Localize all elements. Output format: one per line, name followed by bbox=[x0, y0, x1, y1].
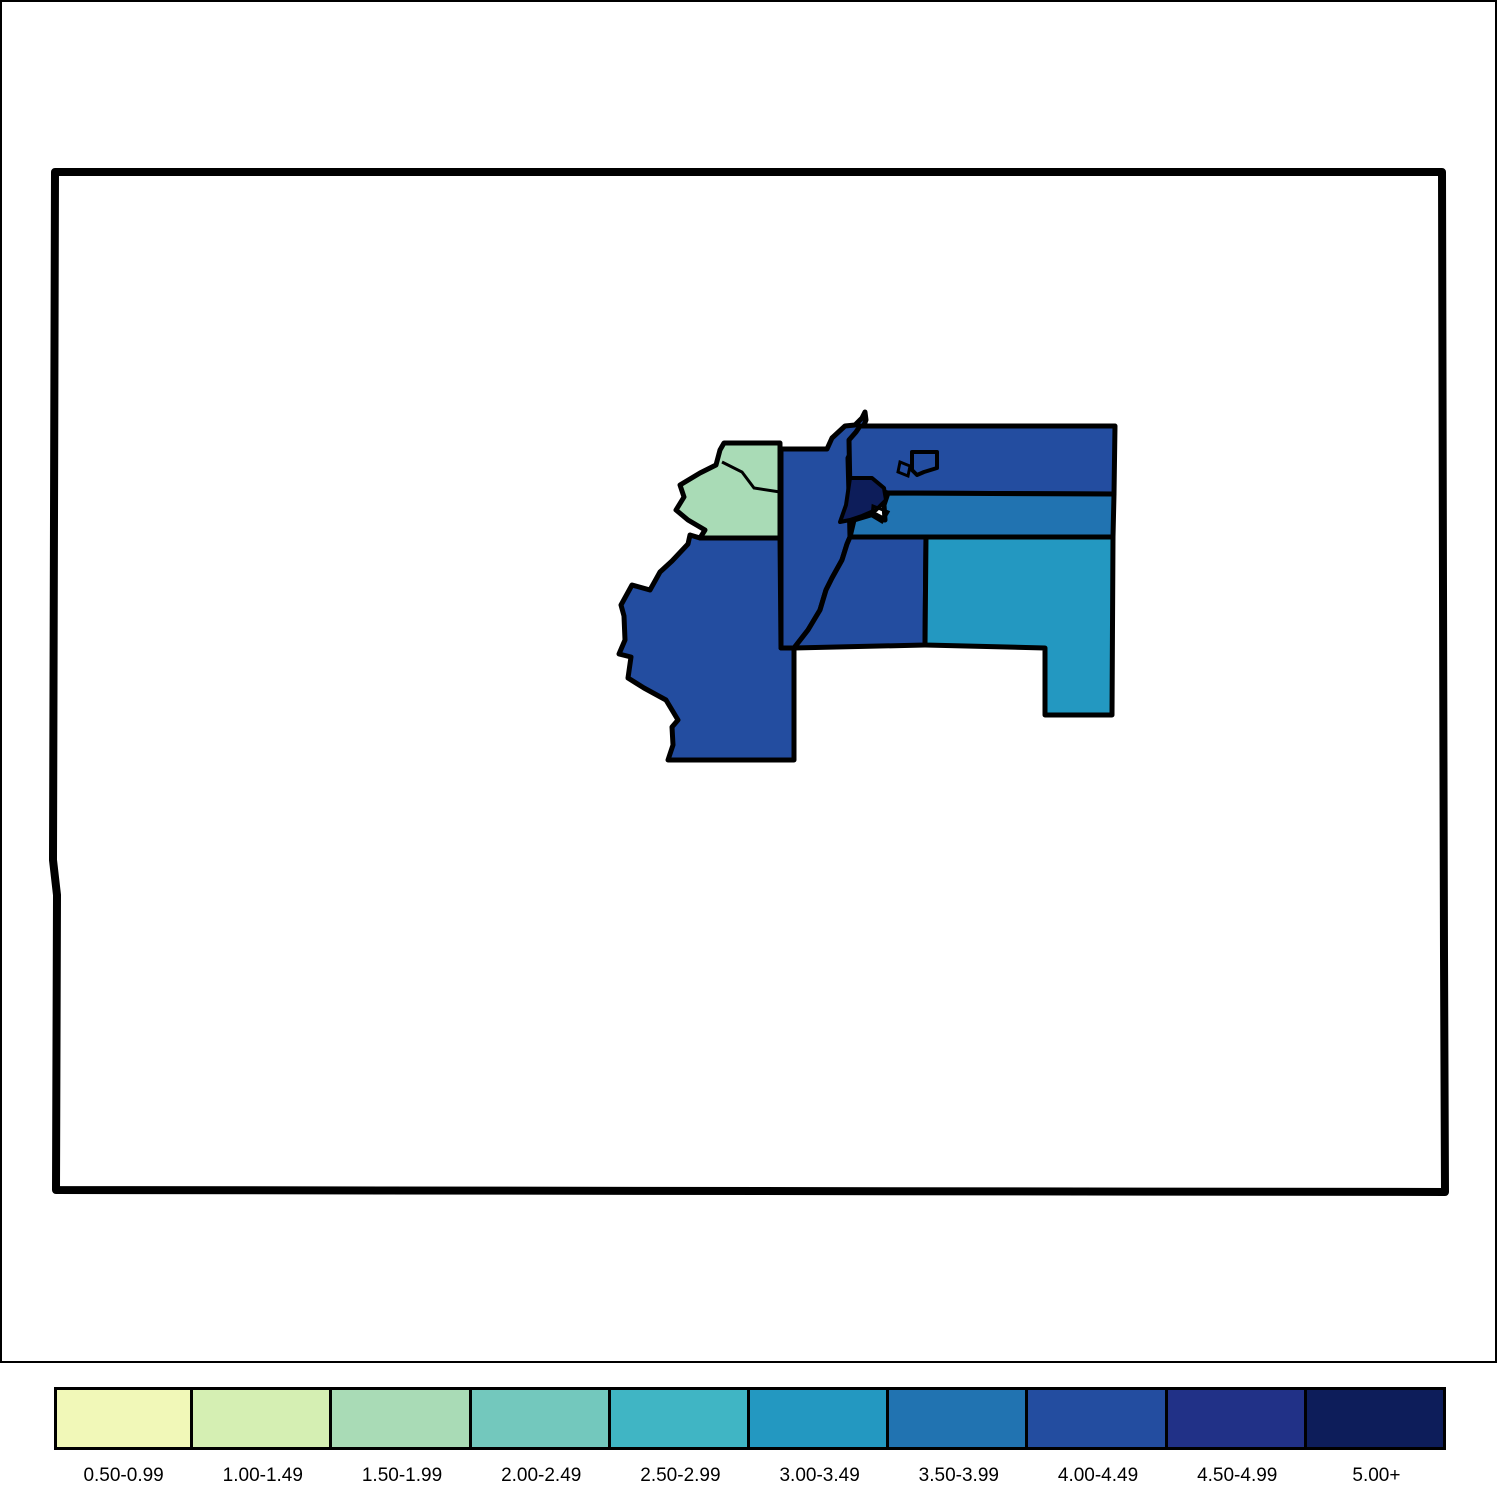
legend-swatch bbox=[1303, 1387, 1447, 1450]
middle-east-band-region[interactable] bbox=[847, 490, 1117, 540]
north-east-region[interactable] bbox=[846, 423, 1118, 503]
small-core-region[interactable] bbox=[838, 476, 888, 524]
state-outline bbox=[49, 168, 1449, 1196]
legend-item: 1.00-1.49 bbox=[190, 1387, 333, 1486]
south-west-region[interactable] bbox=[616, 532, 797, 763]
core-fragment-1 bbox=[896, 459, 912, 479]
choropleth-map bbox=[49, 168, 1449, 1196]
legend-label: 1.50-1.99 bbox=[361, 1465, 443, 1486]
legend-label: 0.50-0.99 bbox=[83, 1465, 164, 1486]
legend-item: 1.50-1.99 bbox=[329, 1387, 472, 1486]
legend-item: 4.00-4.49 bbox=[1025, 1387, 1168, 1486]
legend-label: 2.00-2.49 bbox=[501, 1465, 582, 1486]
legend-label: 4.50-4.99 bbox=[1197, 1465, 1278, 1486]
legend-swatch bbox=[1025, 1387, 1168, 1450]
legend-label: 2.50-2.99 bbox=[640, 1465, 721, 1486]
legend-item: 2.00-2.49 bbox=[468, 1387, 611, 1486]
small-island-region[interactable] bbox=[910, 450, 939, 477]
legend-label: 3.50-3.99 bbox=[918, 1465, 999, 1486]
core-fragment-2 bbox=[870, 503, 891, 525]
legend-item: 2.50-2.99 bbox=[607, 1387, 751, 1486]
legend-swatch bbox=[886, 1387, 1029, 1450]
legend-swatch bbox=[54, 1387, 194, 1450]
legend-label: 1.00-1.49 bbox=[222, 1465, 303, 1486]
legend-item: 5.00+ bbox=[1303, 1387, 1447, 1486]
map-frame bbox=[0, 0, 1497, 1363]
legend-item: 0.50-0.99 bbox=[54, 1387, 194, 1486]
legend-item: 3.50-3.99 bbox=[886, 1387, 1029, 1486]
north-west-inner-border bbox=[721, 460, 781, 494]
legend-swatch bbox=[747, 1387, 890, 1450]
south-east-region[interactable] bbox=[922, 534, 1116, 718]
legend-swatch bbox=[468, 1387, 611, 1450]
legend-label: 3.00-3.49 bbox=[779, 1465, 860, 1486]
legend-item: 4.50-4.99 bbox=[1164, 1387, 1307, 1486]
legend: 0.50-0.99 1.00-1.49 1.50-1.99 2.00-2.49 2.50… bbox=[54, 1387, 1447, 1486]
legend-swatch bbox=[329, 1387, 472, 1450]
legend-swatch bbox=[607, 1387, 751, 1450]
legend-item: 3.00-3.49 bbox=[747, 1387, 890, 1486]
legend-label: 4.00-4.49 bbox=[1057, 1465, 1139, 1486]
legend-swatch bbox=[190, 1387, 333, 1450]
legend-label: 5.00+ bbox=[1352, 1465, 1401, 1486]
legend-swatch bbox=[1164, 1387, 1307, 1450]
